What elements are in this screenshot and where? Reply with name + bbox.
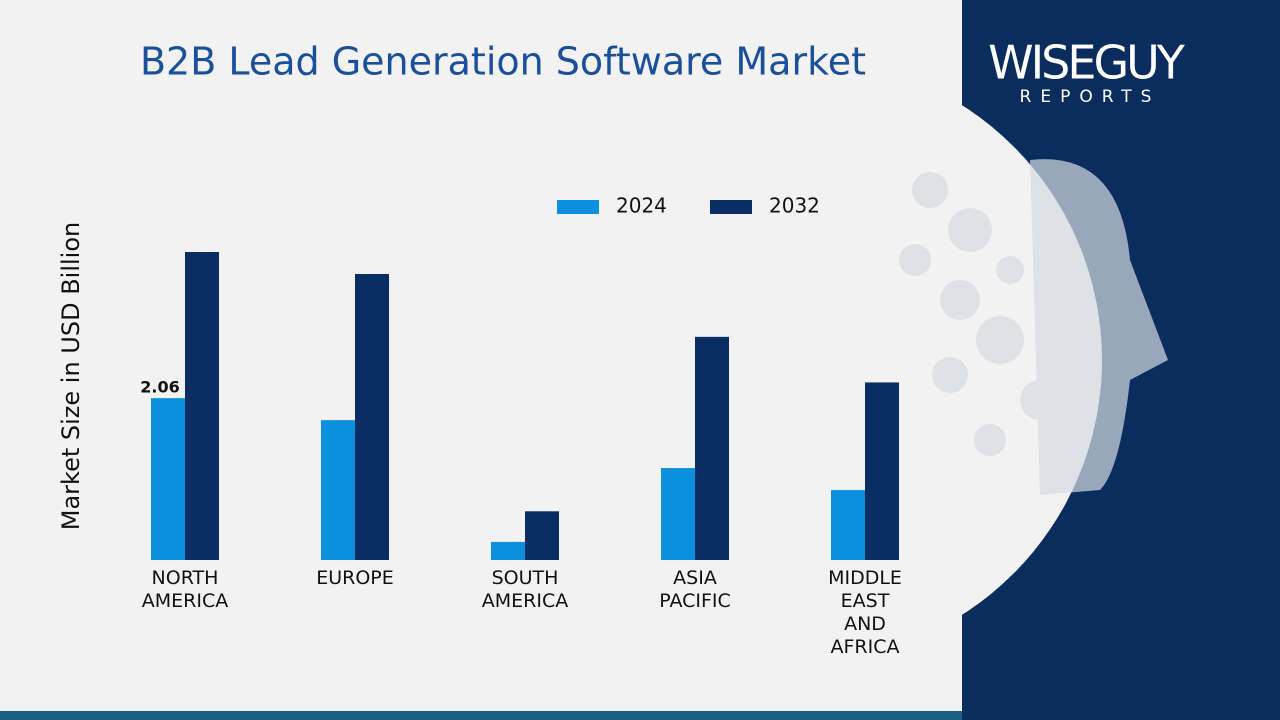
logo-tagline: REPORTS: [1020, 87, 1161, 107]
bottom-stripe: [0, 711, 962, 720]
bar: [831, 490, 865, 560]
bar: [491, 541, 525, 560]
y-axis-label: Market Size in USD Billion: [57, 222, 85, 530]
bar: [865, 382, 899, 560]
legend-swatch: [710, 200, 752, 214]
legend-swatch: [557, 200, 599, 214]
legend-label: 2024: [616, 194, 667, 218]
bar: [355, 274, 389, 560]
logo-name: WISEGUY: [988, 36, 1186, 90]
x-tick-label: ASIA PACIFIC: [659, 567, 731, 612]
data-label: 2.06: [140, 378, 179, 397]
x-tick-label: SOUTH AMERICA: [481, 567, 569, 612]
panel-circle: [498, 58, 1102, 662]
chart-title: B2B Lead Generation Software Market: [140, 40, 866, 84]
x-tick-label: EUROPE: [316, 567, 394, 589]
watermark: [899, 159, 1168, 495]
bar: [321, 420, 355, 560]
legend-label: 2032: [769, 194, 820, 218]
x-tick-label: MIDDLE EAST AND AFRICA: [828, 567, 902, 658]
bar: [525, 511, 559, 560]
bar: [695, 336, 729, 560]
bar: [661, 468, 695, 560]
bar: [151, 398, 185, 560]
bar: [185, 252, 219, 560]
x-tick-label: NORTH AMERICA: [141, 567, 229, 612]
